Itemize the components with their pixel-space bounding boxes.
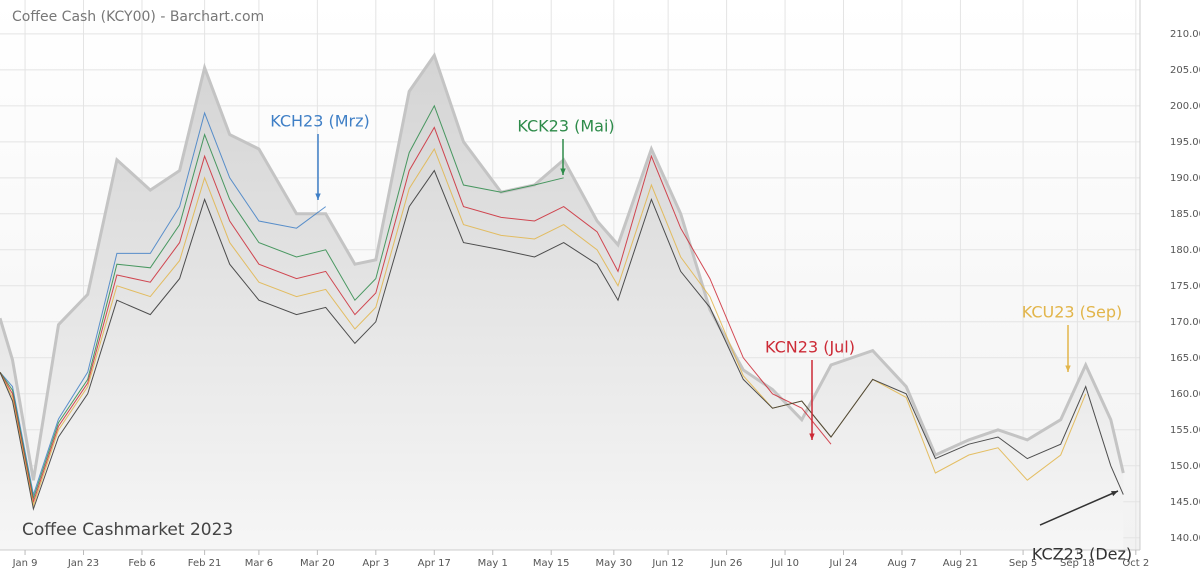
y-tick-label: 210.00 xyxy=(1170,29,1200,40)
series-label: KCU23 (Sep) xyxy=(1022,303,1123,322)
annotation-arrowhead xyxy=(1065,365,1071,372)
annotation-arrowhead xyxy=(315,193,321,200)
y-tick-label: 180.00 xyxy=(1170,245,1200,256)
y-tick-label: 195.00 xyxy=(1170,137,1200,148)
x-tick-label: Oct 2 xyxy=(1122,558,1149,569)
y-tick-label: 160.00 xyxy=(1170,389,1200,400)
y-tick-label: 145.00 xyxy=(1170,497,1200,508)
x-tick-label: May 15 xyxy=(533,558,570,569)
x-tick-label: Jul 10 xyxy=(770,558,799,569)
x-tick-label: Sep 18 xyxy=(1060,558,1095,569)
x-tick-label: Mar 6 xyxy=(245,558,273,569)
x-tick-label: Jan 9 xyxy=(12,558,38,569)
chart-title: Coffee Cash (KCY00) - Barchart.com xyxy=(12,9,264,25)
y-tick-label: 170.00 xyxy=(1170,317,1200,328)
x-tick-label: Mar 20 xyxy=(300,558,335,569)
series-label: KCK23 (Mai) xyxy=(517,117,614,136)
y-tick-label: 155.00 xyxy=(1170,425,1200,436)
annotation-arrowhead xyxy=(1111,491,1118,497)
x-tick-label: Feb 21 xyxy=(188,558,222,569)
x-tick-label: Aug 7 xyxy=(887,558,916,569)
series-label: KCN23 (Jul) xyxy=(765,338,855,357)
x-tick-label: May 1 xyxy=(478,558,508,569)
series-line xyxy=(0,147,1087,508)
series-line xyxy=(0,104,564,501)
series-label: KCH23 (Mrz) xyxy=(270,112,370,131)
y-tick-label: 205.00 xyxy=(1170,65,1200,76)
y-tick-label: 175.00 xyxy=(1170,281,1200,292)
x-tick-label: May 30 xyxy=(596,558,633,569)
x-tick-label: Jun 26 xyxy=(710,558,743,569)
x-tick-label: Sep 5 xyxy=(1009,558,1037,569)
annotation-arrowhead xyxy=(560,168,566,175)
y-tick-label: 190.00 xyxy=(1170,173,1200,184)
y-tick-label: 200.00 xyxy=(1170,101,1200,112)
x-tick-label: Jan 23 xyxy=(67,558,99,569)
annotation-arrow xyxy=(1039,490,1119,526)
x-tick-label: Feb 6 xyxy=(128,558,155,569)
series-line xyxy=(0,111,326,497)
x-tick-label: Apr 17 xyxy=(418,558,451,569)
annotation-arrowhead xyxy=(809,433,815,440)
subtitle: Coffee Cashmarket 2023 xyxy=(22,520,233,540)
cash-line xyxy=(0,52,1125,481)
x-tick-label: Apr 3 xyxy=(362,558,389,569)
series-label: KCZ23 (Dez) xyxy=(1032,545,1132,564)
x-tick-label: Jul 24 xyxy=(829,558,858,569)
y-tick-label: 165.00 xyxy=(1170,353,1200,364)
y-tick-label: 150.00 xyxy=(1170,461,1200,472)
cash-area xyxy=(0,55,1124,551)
y-tick-label: 185.00 xyxy=(1170,209,1200,220)
x-tick-label: Jun 12 xyxy=(651,558,684,569)
y-tick-label: 140.00 xyxy=(1170,533,1200,544)
x-tick-label: Aug 21 xyxy=(943,558,978,569)
series-line xyxy=(0,126,832,504)
series-line xyxy=(0,169,1124,511)
